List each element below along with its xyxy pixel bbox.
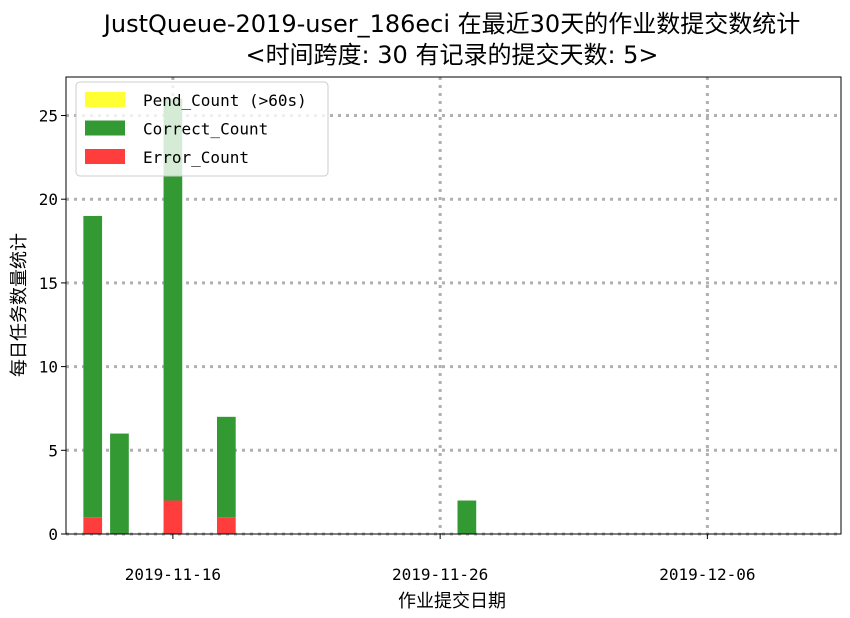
x-tick-label: 2019-11-26 [392, 565, 488, 584]
y-tick-label: 20 [39, 190, 58, 209]
bar-correct-count [216, 416, 236, 518]
bar-correct-count [83, 215, 103, 518]
legend-label: Correct_Count [143, 120, 268, 139]
bar-group [83, 98, 477, 534]
legend: Pend_Count (>60s) Correct_Count Error_Coun… [75, 81, 329, 177]
bar-error-count [163, 500, 183, 534]
plot-area-frame [65, 76, 842, 535]
legend-swatch [85, 92, 125, 107]
legend-swatch [85, 120, 125, 136]
y-tick-label: 0 [48, 525, 58, 544]
chart-title-line1: JustQueue-2019-user_186eci 在最近30天的作业数提交数… [102, 10, 800, 38]
y-tick-label: 10 [39, 358, 58, 377]
legend-label: Pend_Count (>60s) [143, 91, 307, 110]
y-tick-label: 5 [48, 441, 58, 460]
chart-title-line2: <时间跨度: 30 有记录的提交天数: 5> [245, 41, 658, 69]
y-tick-label: 25 [39, 107, 58, 126]
bar-correct-count [457, 500, 477, 534]
x-tick-label: 2019-11-16 [125, 565, 221, 584]
legend-label: Error_Count [143, 148, 249, 167]
x-axis-label: 作业提交日期 [398, 591, 506, 612]
y-tick-label: 15 [39, 274, 58, 293]
bar-correct-count [163, 98, 183, 501]
x-tick-label: 2019-12-06 [659, 565, 755, 584]
bar-error-count [83, 517, 103, 534]
legend-swatch [85, 149, 125, 164]
bar-correct-count [110, 433, 129, 534]
legend-box [75, 81, 329, 177]
y-axis-label: 每日任务数量统计 [9, 233, 30, 377]
axis-ticks: 0 5 10 15 20 25 2019-11-16 2019-11-26 2019-12-06 [39, 107, 756, 584]
bar-error-count [216, 517, 236, 534]
